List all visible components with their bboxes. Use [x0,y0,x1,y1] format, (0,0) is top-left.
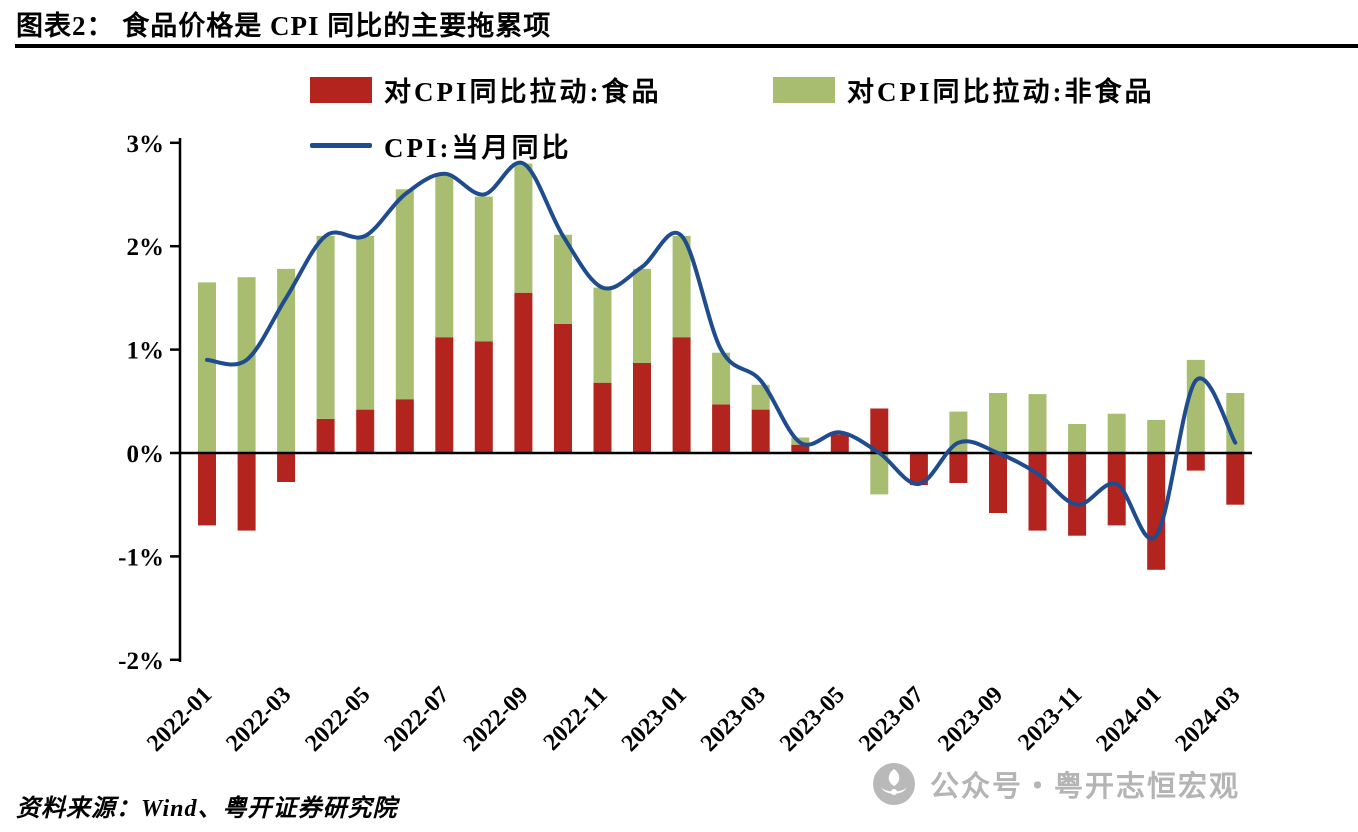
bar-food [1068,453,1087,536]
bar-food [989,453,1007,513]
bar-food [395,399,414,453]
bar-nonfood [989,393,1007,453]
legend-label-cpi: CPI:当月同比 [384,133,572,163]
x-tick-label: 2022-09 [459,682,534,757]
chart-title: 图表2： 食品价格是 CPI 同比的主要拖累项 [16,11,552,41]
bar-food [1186,453,1205,471]
y-tick-label: 1% [127,338,165,365]
bar-food [1028,453,1047,531]
bar-food [277,453,296,482]
title-underline [15,44,1358,48]
bar-nonfood [356,235,375,410]
cpi-line [205,160,1238,541]
bar-food [751,409,770,453]
bar-food [1107,453,1126,526]
y-tick-label: -1% [118,544,164,571]
bar-nonfood [593,287,612,383]
source-note: 资料来源：Wind、粤开证券研究院 [16,796,398,822]
wechat-logo-icon [872,762,916,806]
watermark-text: 公众号・粤开志恒宏观 [930,771,1241,803]
bar-nonfood [633,268,651,363]
bar-nonfood [198,282,216,453]
bar-nonfood [435,173,454,338]
bar-nonfood [1028,394,1047,453]
x-tick-label: 2024-01 [1091,682,1166,757]
x-tick-label: 2022-01 [142,682,217,757]
bar-food [1147,453,1166,570]
x-tick-label: 2023-09 [933,682,1008,757]
nonfood-color-swatch-icon [773,76,835,103]
x-tick-label: 2023-01 [617,682,692,757]
bar-food [356,409,375,453]
bar-food [870,408,889,453]
bar-food [198,453,216,526]
bar-food [435,337,454,453]
bar-nonfood [1107,413,1126,453]
food-color-swatch-icon [310,76,372,103]
bar-nonfood [277,268,296,453]
x-tick-label: 2022-03 [221,682,296,757]
bar-nonfood [237,277,256,453]
x-tick-label: 2022-05 [300,682,375,757]
y-tick-label: -2% [118,648,164,675]
legend-item-food: 对CPI同比拉动:食品 [310,70,662,109]
bar-nonfood [870,453,889,495]
bar-food [712,404,731,453]
bar-nonfood [751,384,770,410]
bar-food [949,453,968,483]
bar-food [316,418,335,453]
bar-nonfood [1186,359,1205,453]
bar-food [514,292,533,453]
y-tick-label: 0% [127,441,165,468]
legend-item-cpi: CPI:当月同比 [310,126,572,165]
x-tick-label: 2022-07 [380,682,455,757]
x-tick-label: 2024-03 [1171,682,1246,757]
bar-nonfood [1226,393,1245,453]
cpi-line-swatch-icon [310,143,372,148]
x-tick-label: 2022-11 [539,682,613,756]
bar-nonfood [712,352,731,405]
bar-food [830,434,849,453]
bar-nonfood [1147,419,1166,453]
bar-food [474,341,493,453]
x-tick-label: 2023-11 [1013,682,1087,756]
bar-food [1226,453,1245,505]
bar-nonfood [514,163,533,293]
x-tick-label: 2023-07 [854,682,929,757]
x-tick-label: 2023-03 [696,682,771,757]
y-tick-label: 2% [127,234,165,261]
bar-food [791,444,810,453]
legend-item-nonfood: 对CPI同比拉动:非食品 [773,70,1155,109]
bar-nonfood [672,235,691,338]
watermark: 公众号・粤开志恒宏观 [872,762,1240,806]
x-tick-label: 2023-05 [775,682,850,757]
legend-label-nonfood: 对CPI同比拉动:非食品 [847,77,1155,107]
legend-label-food: 对CPI同比拉动:食品 [384,77,662,107]
bar-food [672,337,691,453]
bar-nonfood [474,196,493,342]
bar-food [237,453,256,531]
y-tick-label: 3% [127,131,165,158]
bar-food [909,453,928,486]
bar-nonfood [554,234,572,324]
bar-nonfood [1068,424,1087,453]
bar-nonfood [316,235,335,419]
bar-food [554,323,572,454]
bar-food [633,363,651,453]
bar-nonfood [395,189,414,400]
bar-food [593,382,612,453]
